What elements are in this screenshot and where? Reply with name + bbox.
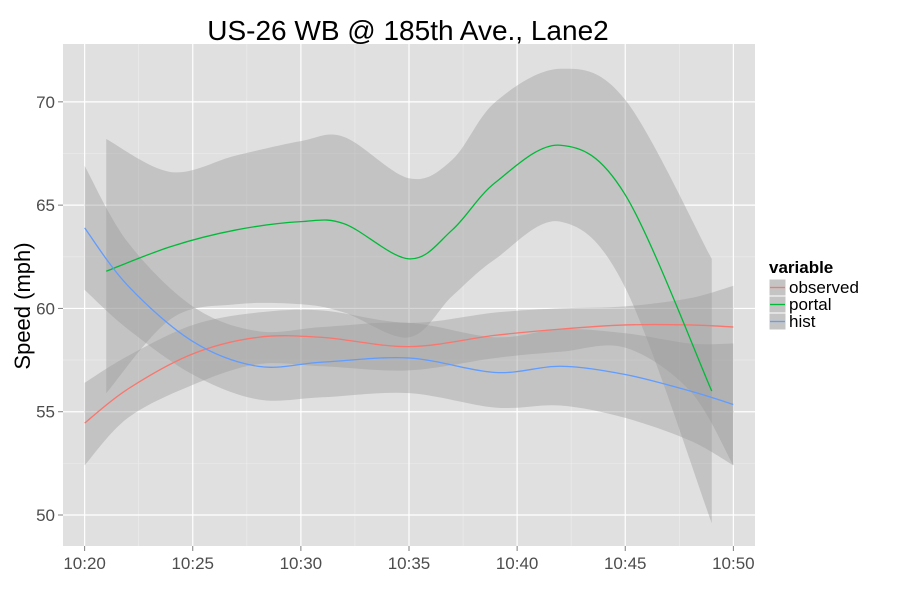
grid-lines bbox=[63, 44, 755, 546]
x-tick-label: 10:30 bbox=[280, 554, 323, 573]
confidence-bands bbox=[84, 68, 734, 524]
legend-label-hist: hist bbox=[789, 312, 816, 331]
x-tick-label: 10:20 bbox=[63, 554, 106, 573]
chart-title: US-26 WB @ 185th Ave., Lane2 bbox=[207, 15, 608, 46]
series-line-observed bbox=[84, 323, 734, 424]
confidence-band-observed bbox=[84, 285, 734, 466]
y-axis-title: Speed (mph) bbox=[10, 242, 35, 369]
legend-label-portal: portal bbox=[789, 295, 832, 314]
x-tick-label: 10:35 bbox=[388, 554, 431, 573]
confidence-band-portal bbox=[106, 68, 712, 524]
series-line-portal bbox=[106, 144, 713, 392]
series-line-hist bbox=[84, 227, 734, 406]
x-tick-label: 10:40 bbox=[496, 554, 539, 573]
y-tick-label: 50 bbox=[36, 506, 55, 525]
x-tick-label: 10:25 bbox=[171, 554, 214, 573]
y-tick-label: 60 bbox=[36, 299, 55, 318]
y-tick-label: 55 bbox=[36, 403, 55, 422]
legend-title: variable bbox=[769, 258, 833, 277]
y-tick-label: 70 bbox=[36, 93, 55, 112]
legend-label-observed: observed bbox=[789, 278, 859, 297]
confidence-band-hist bbox=[84, 165, 734, 466]
series-lines bbox=[84, 144, 734, 424]
x-tick-label: 10:50 bbox=[712, 554, 755, 573]
y-tick-label: 65 bbox=[36, 196, 55, 215]
x-tick-label: 10:45 bbox=[604, 554, 647, 573]
axes: 10:20 10:25 10:30 10:35 10:40 10:45 10:50 50 55 6… bbox=[36, 93, 755, 573]
